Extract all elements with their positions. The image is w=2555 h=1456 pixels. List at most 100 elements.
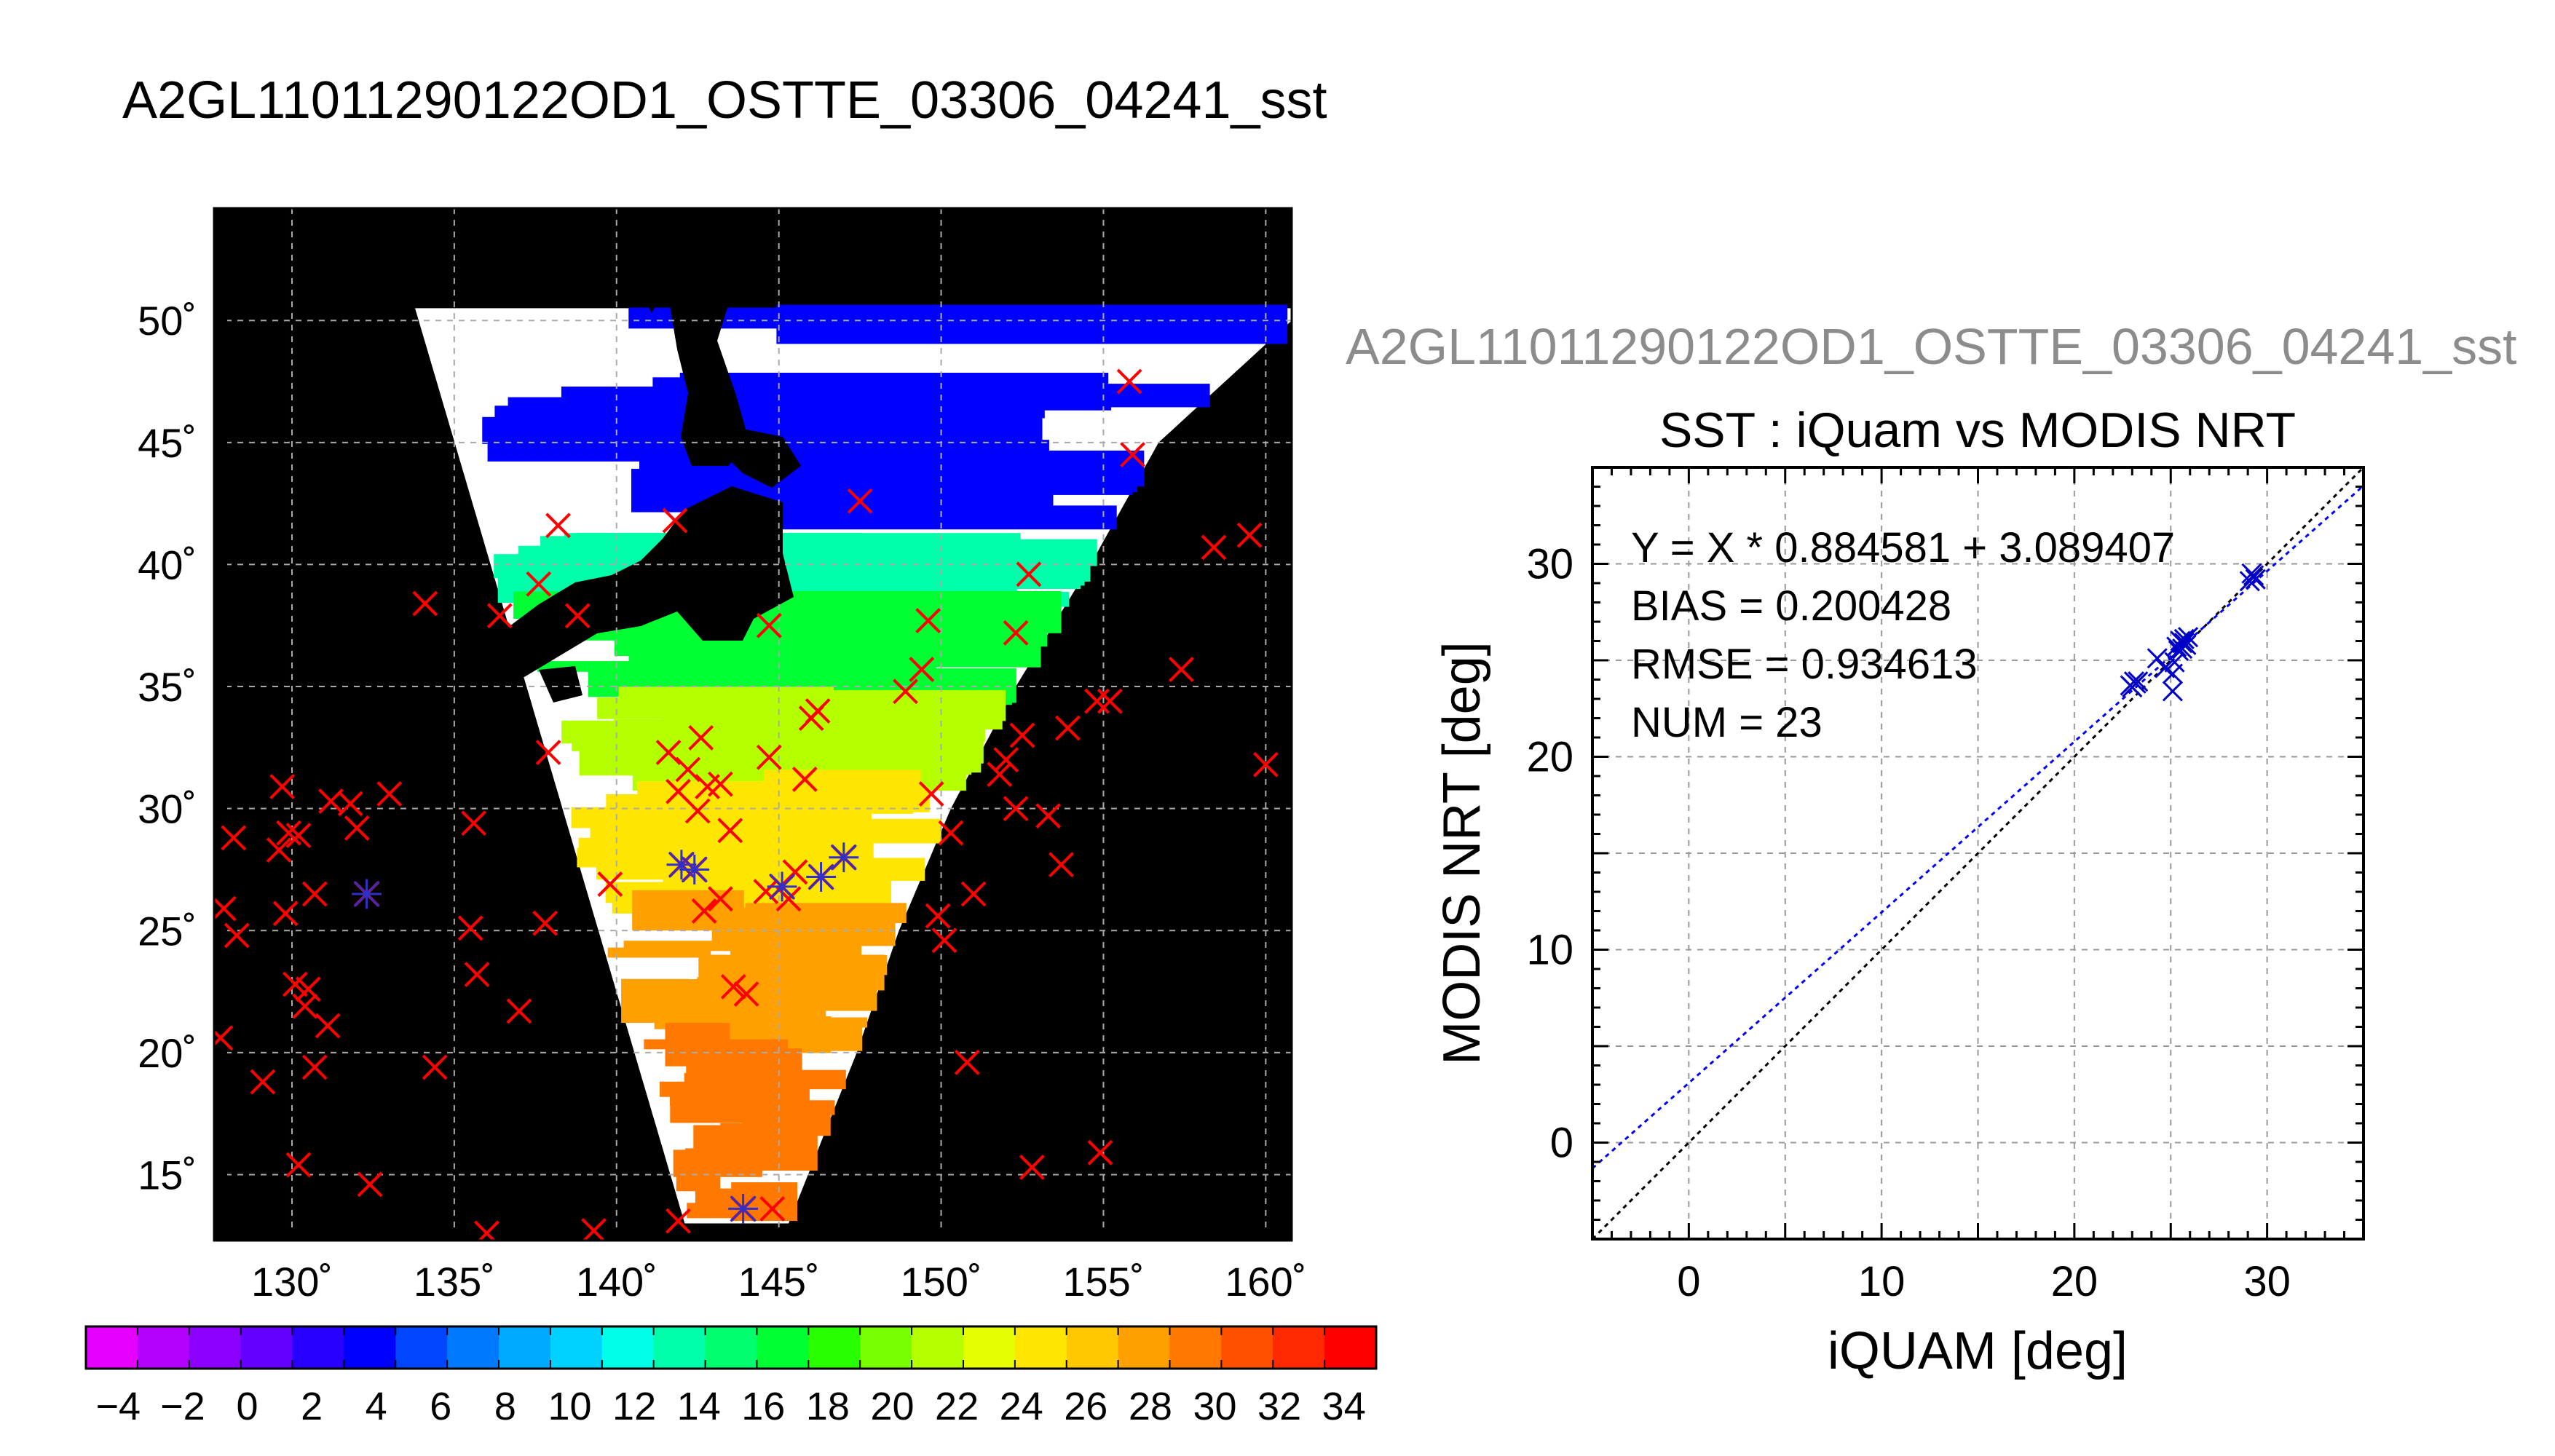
scatter-y-tick-label: 20: [1526, 734, 1573, 781]
buoy-marker: [1169, 657, 1194, 682]
scatter-title: SST : iQuam vs MODIS NRT: [1659, 403, 2296, 458]
buoy-marker: [412, 590, 438, 617]
map-y-tick-label: 40˚: [138, 542, 197, 587]
colorbar-cell: [447, 1326, 499, 1369]
map-y-tick-label: 35˚: [138, 664, 197, 710]
sst-patch: [676, 1165, 721, 1192]
buoy-marker: [993, 747, 1019, 773]
sst-patch: [776, 304, 1288, 344]
buoy-marker: [292, 993, 318, 1019]
scatter-y-tick-label: 10: [1526, 927, 1573, 974]
buoy-marker: [285, 1152, 312, 1178]
buoy-marker: [662, 507, 688, 534]
buoy-marker: [1035, 803, 1062, 829]
colorbar-tick-label: 32: [1257, 1385, 1301, 1428]
buoy-marker: [474, 1220, 499, 1241]
colorbar-frame: [84, 1325, 1378, 1370]
figure-title: A2GL11011290122OD1_OSTTE_03306_04241_sst: [122, 71, 1327, 130]
colorbar-cell: [963, 1326, 1016, 1369]
colorbar-tick-label: 18: [806, 1385, 850, 1428]
buoy-marker: [1236, 522, 1263, 548]
colorbar-cells: [86, 1326, 1377, 1369]
buoy-marker: [1120, 442, 1145, 467]
buoy-marker: [422, 1054, 448, 1080]
buoy-marker: [457, 915, 483, 941]
buoy-marker: [214, 1025, 234, 1051]
buoy-marker: [1201, 534, 1227, 561]
buoy-marker: [376, 781, 403, 807]
buoy-marker: [545, 513, 571, 539]
colorbar-tick-label: 4: [366, 1385, 387, 1428]
map-x-tick-label: 150˚: [901, 1259, 982, 1305]
land-mask: [294, 208, 801, 830]
scatter-point: [2241, 563, 2262, 584]
buoy-marker: [221, 825, 247, 851]
buoy-marker: [250, 1069, 276, 1095]
buoy-marker: [909, 657, 935, 682]
sst-patch: [660, 1081, 806, 1097]
sst-colorbar: −4 −2 0 2 4 6 8 10 12 14 16 18 20 22 24 26 28 30 32 34: [84, 1325, 1378, 1428]
stat-num: NUM = 23: [1631, 699, 1823, 746]
buoy-marker: [301, 881, 328, 907]
buoy-marker: [1003, 796, 1029, 822]
buoy-marker: [283, 971, 308, 997]
matchup-marker: [806, 862, 837, 892]
colorbar-cell: [1118, 1326, 1170, 1369]
buoy-marker: [688, 725, 714, 751]
buoy-marker: [1252, 751, 1279, 778]
colorbar-cell: [292, 1326, 344, 1369]
scatter-y-tick-label: 0: [1550, 1120, 1573, 1167]
buoy-marker: [918, 781, 944, 807]
scatter-point: [2172, 638, 2193, 660]
colorbar-cell: [240, 1326, 293, 1369]
buoy-marker: [666, 778, 691, 804]
scatter-y-tick-label: 30: [1526, 541, 1573, 588]
colorbar-cell: [86, 1326, 138, 1369]
scatter-x-tick-label: 30: [2243, 1258, 2291, 1305]
map-x-ticks: 130˚ 135˚ 140˚ 145˚ 150˚ 155˚ 160˚: [251, 1227, 1306, 1305]
sst-patch: [732, 955, 888, 976]
scatter-x-axis-label: iQUAM [deg]: [1828, 1322, 2128, 1380]
buoy-marker: [893, 678, 918, 705]
buoy-marker: [847, 488, 873, 514]
buoy-marker: [931, 927, 957, 954]
buoy-marker: [717, 818, 743, 844]
buoy-marker: [526, 571, 552, 597]
colorbar-cell: [601, 1326, 655, 1369]
buoy-marker: [315, 1013, 341, 1039]
buoy-marker: [357, 1171, 383, 1198]
sst-patch: [614, 719, 985, 742]
matchup-marker: [352, 879, 382, 909]
colorbar-cell: [395, 1326, 448, 1369]
matchup-marker: [767, 871, 797, 902]
scatter-x-tick-label: 0: [1677, 1258, 1700, 1305]
buoy-marker: [791, 767, 818, 792]
buoy-marker: [805, 698, 831, 724]
sst-patch: [578, 400, 929, 412]
map-y-ticks: 15˚ 20˚ 25˚ 30˚ 35˚ 40˚ 45˚ 50˚: [138, 298, 227, 1198]
buoy-marker: [675, 756, 701, 783]
stat-rmse: RMSE = 0.934613: [1631, 641, 1978, 688]
buoy-marker: [1084, 688, 1110, 714]
buoy-marker: [960, 881, 987, 907]
sst-patch: [665, 1023, 730, 1067]
buoy-marker: [1116, 368, 1142, 395]
colorbar-tick-label: 20: [870, 1385, 914, 1428]
buoy-marker: [597, 871, 623, 897]
buoy-marker: [224, 922, 250, 949]
map-gridlines: [214, 208, 1292, 1241]
colorbar-tick-label: 2: [301, 1385, 323, 1428]
colorbar-cell: [1014, 1326, 1067, 1369]
sst-map: 130˚ 135˚ 140˚ 145˚ 150˚ 155˚ 160˚ 15˚ 20˚ 25˚ 30…: [138, 207, 1306, 1305]
colorbar-tick-label: 28: [1129, 1385, 1172, 1428]
colorbar-tick-label: 34: [1322, 1385, 1366, 1428]
map-x-tick-label: 140˚: [576, 1259, 657, 1305]
scatter-point: [2245, 569, 2266, 590]
scatter-point: [2173, 633, 2195, 654]
buoy-marker: [925, 903, 951, 929]
colorbar-cell: [1169, 1326, 1222, 1369]
colorbar-tick-label: 30: [1193, 1385, 1236, 1428]
buoy-marker: [564, 603, 591, 629]
buoy-marker: [756, 744, 782, 770]
